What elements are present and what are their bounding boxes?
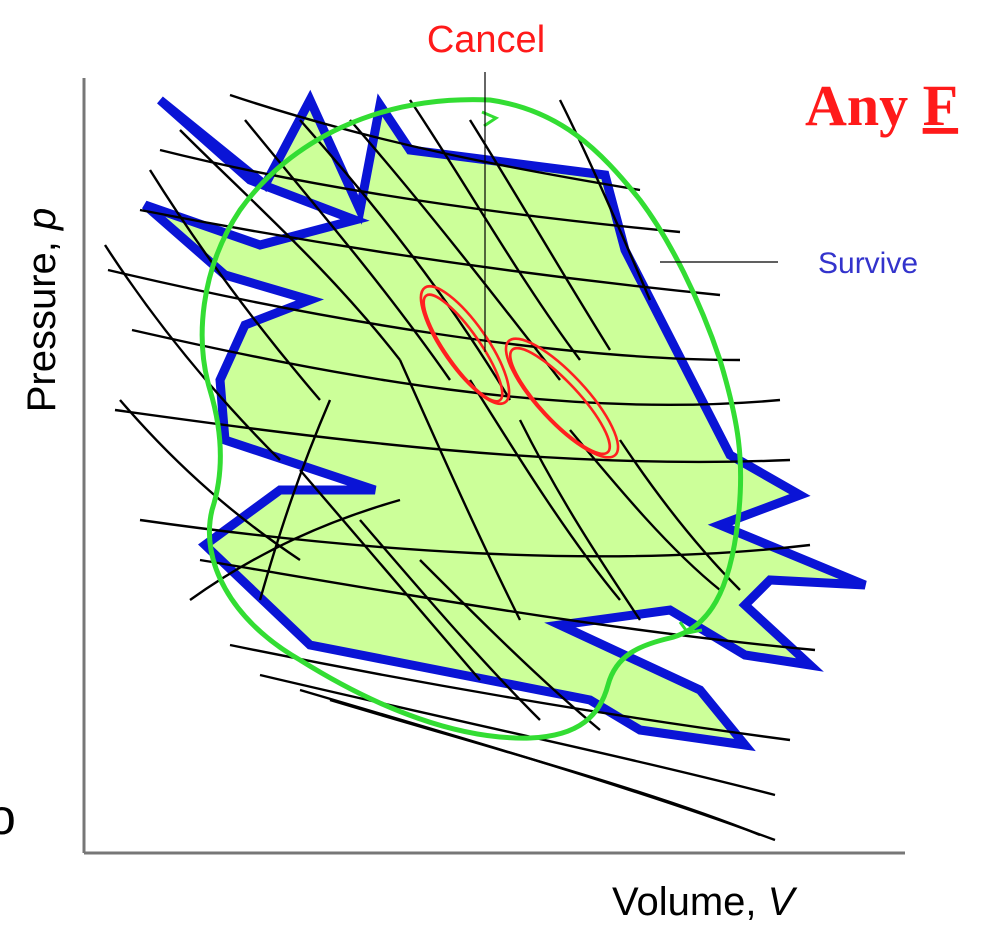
- curve-19: [558, 99, 652, 301]
- curve-27: [518, 419, 641, 621]
- closed-loop: [199, 97, 744, 741]
- cancel-label: Cancel: [427, 19, 545, 61]
- curve-12: [329, 698, 761, 837]
- curve-26: [468, 379, 621, 601]
- axes: [82, 78, 905, 855]
- curve-3: [139, 208, 721, 297]
- curve-17: [409, 99, 581, 361]
- curve-21: [103, 244, 281, 461]
- cancel-ovals: [419, 284, 620, 459]
- x-axis-label: Volume, V: [612, 880, 798, 924]
- curve-23: [189, 498, 401, 601]
- curve-7: [139, 518, 811, 558]
- y-axis-variable: p: [20, 208, 64, 231]
- heading-underlined: F: [923, 73, 958, 138]
- heading-text: Any F: [805, 73, 958, 138]
- curve-20: [148, 169, 321, 401]
- curve-4: [107, 268, 741, 362]
- y-axis-text: Pressure,: [20, 230, 64, 412]
- curve-6: [114, 408, 791, 464]
- curve-13: [179, 129, 401, 361]
- curve-family: [103, 93, 816, 842]
- curve-15: [299, 119, 512, 401]
- curve-5: [131, 328, 781, 407]
- curve-31: [359, 519, 541, 721]
- curve-30: [299, 469, 481, 681]
- shaded-region: [142, 89, 867, 752]
- curve-2: [159, 148, 681, 234]
- heading-prefix: Any: [805, 73, 923, 138]
- curve-18: [468, 119, 612, 351]
- edge-character: o: [0, 789, 16, 845]
- loop-arrow-top: [481, 110, 500, 128]
- curve-1: [229, 93, 641, 192]
- survive-label: Survive: [818, 247, 918, 280]
- curve-25: [398, 359, 522, 621]
- x-axis-text: Volume,: [612, 880, 768, 924]
- curve-8: [199, 558, 816, 652]
- curve-32: [419, 559, 601, 731]
- loop-arrow-bottom: [678, 621, 703, 635]
- curve-14: [244, 119, 451, 381]
- x-axis-variable: V: [768, 880, 798, 924]
- y-axis-label: Pressure, p: [20, 208, 64, 413]
- curve-24: [258, 399, 332, 601]
